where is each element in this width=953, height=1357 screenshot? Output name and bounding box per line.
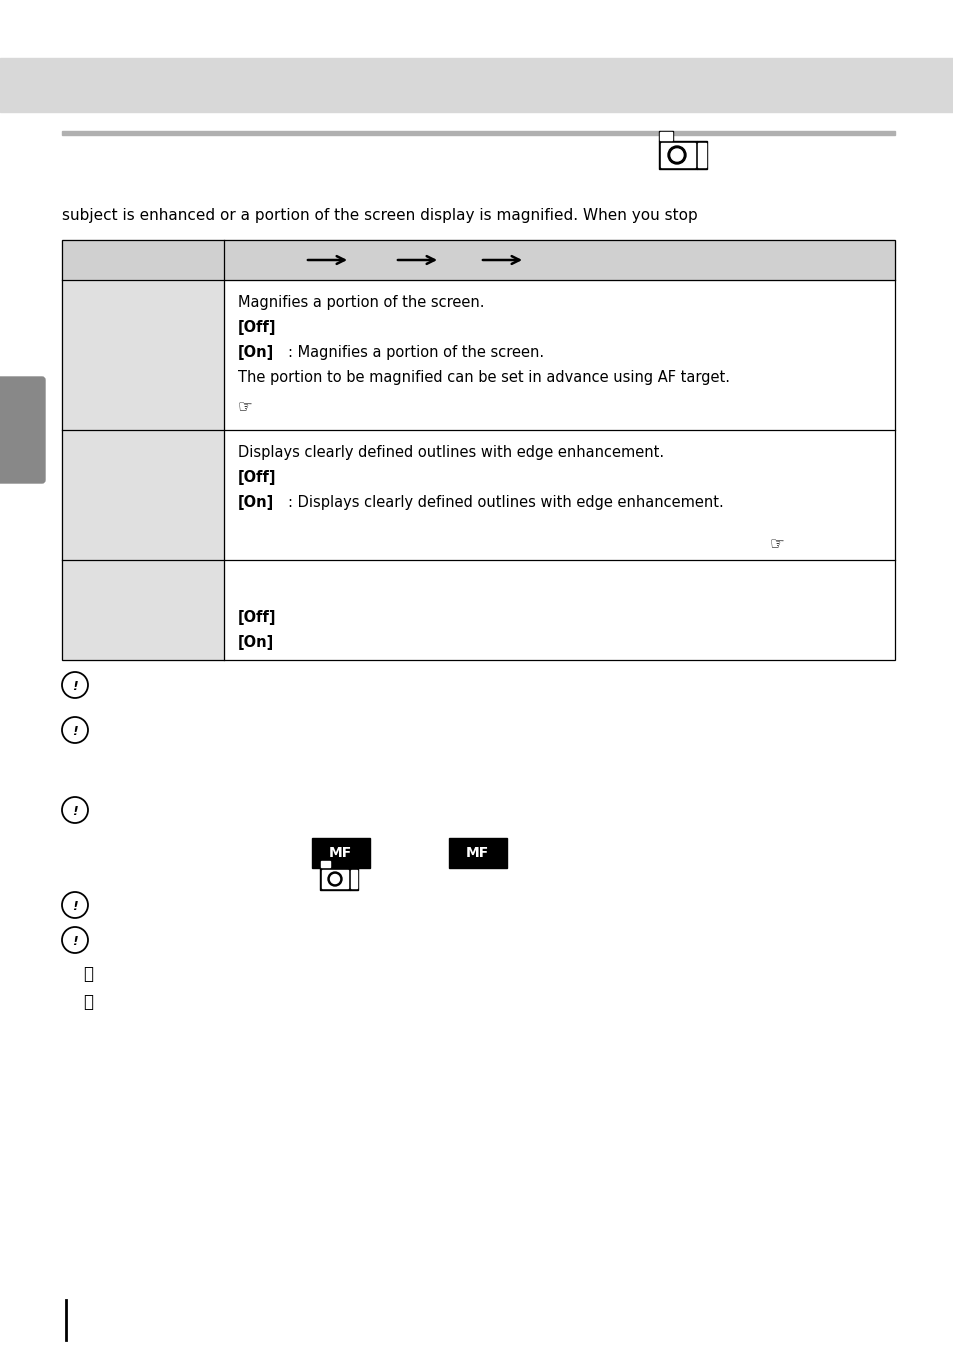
- Circle shape: [62, 672, 88, 697]
- Text: [Off]: [Off]: [237, 470, 276, 484]
- Circle shape: [328, 873, 341, 886]
- Bar: [697, 141, 706, 170]
- Text: [Off]: [Off]: [237, 611, 276, 626]
- Bar: [319, 868, 350, 890]
- Text: : Displays clearly defined outlines with edge enhancement.: : Displays clearly defined outlines with…: [288, 495, 723, 510]
- Bar: [0, 58, 953, 113]
- Text: The portion to be magnified can be set in advance using AF target.: The portion to be magnified can be set i…: [237, 370, 729, 385]
- Text: 💡: 💡: [83, 965, 92, 982]
- Bar: [319, 860, 331, 868]
- Circle shape: [667, 147, 685, 164]
- Text: : Magnifies a portion of the screen.: : Magnifies a portion of the screen.: [288, 345, 543, 360]
- Text: [On]: [On]: [237, 495, 274, 510]
- Circle shape: [62, 797, 88, 822]
- Text: !: !: [72, 900, 78, 912]
- Text: !: !: [72, 805, 78, 817]
- Bar: [351, 870, 356, 887]
- Bar: [62, 430, 224, 560]
- Text: [On]: [On]: [237, 635, 274, 650]
- Text: [Off]: [Off]: [237, 320, 276, 335]
- Bar: [62, 132, 894, 134]
- Text: MF: MF: [465, 845, 488, 860]
- Bar: [322, 870, 348, 887]
- Text: ☞: ☞: [237, 398, 253, 417]
- Text: !: !: [72, 725, 78, 737]
- Circle shape: [330, 874, 339, 883]
- Bar: [62, 280, 224, 430]
- Bar: [698, 142, 705, 167]
- Text: !: !: [72, 680, 78, 692]
- FancyBboxPatch shape: [0, 377, 45, 483]
- Bar: [62, 240, 894, 660]
- Bar: [660, 142, 695, 167]
- Bar: [659, 141, 697, 170]
- Bar: [320, 860, 330, 867]
- Text: MF: MF: [328, 845, 352, 860]
- Bar: [350, 868, 357, 890]
- Text: [On]: [On]: [237, 345, 274, 360]
- Text: 💡: 💡: [83, 993, 92, 1011]
- Bar: [659, 132, 671, 140]
- Circle shape: [62, 716, 88, 744]
- Text: !: !: [72, 935, 78, 947]
- Text: ☞: ☞: [769, 535, 784, 554]
- Circle shape: [62, 892, 88, 917]
- Text: subject is enhanced or a portion of the screen display is magnified. When you st: subject is enhanced or a portion of the …: [62, 208, 697, 223]
- Bar: [312, 839, 370, 868]
- Bar: [62, 560, 224, 660]
- Bar: [62, 240, 894, 280]
- Bar: [659, 132, 672, 141]
- Circle shape: [62, 927, 88, 953]
- Circle shape: [670, 149, 682, 161]
- Text: Magnifies a portion of the screen.: Magnifies a portion of the screen.: [237, 294, 484, 309]
- Text: Displays clearly defined outlines with edge enhancement.: Displays clearly defined outlines with e…: [237, 445, 663, 460]
- Bar: [449, 839, 506, 868]
